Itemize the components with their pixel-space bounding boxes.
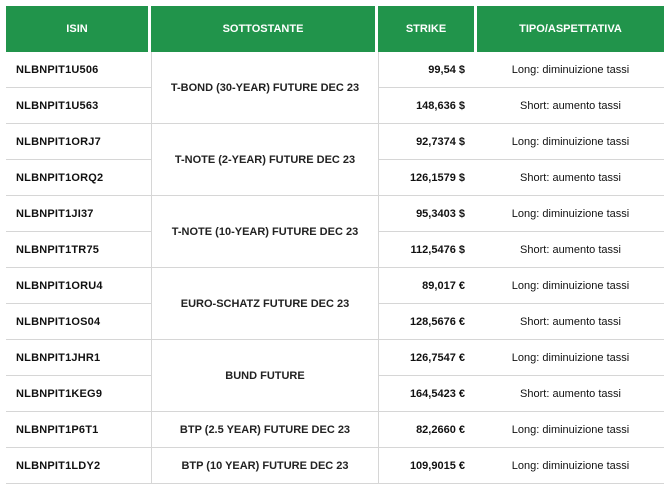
strike-cell: 89,017 € (378, 268, 477, 304)
table-row: NLBNPIT1OS04 128,5676 € Short: aumento tas… (6, 304, 664, 340)
table-header: ISIN SOTTOSTANTE STRIKE TIPO/ASPETTATIVA (6, 6, 664, 52)
tipo-cell: Long: diminuizione tassi (477, 124, 664, 160)
table-row: NLBNPIT1U563 148,636 $ Short: aumento tass… (6, 88, 664, 124)
isin-cell: NLBNPIT1LDY2 (6, 448, 151, 484)
isin-cell: NLBNPIT1ORJ7 (6, 124, 151, 160)
sottostante-cell: BUND FUTURE (151, 340, 378, 412)
table-row: NLBNPIT1JI37 T-NOTE (10-YEAR) FUTURE DEC … (6, 196, 664, 268)
strike-cell: 128,5676 € (378, 304, 477, 340)
strike-cell: 164,5423 € (378, 376, 477, 412)
strike-cell: 92,7374 $ (378, 124, 477, 160)
table-row: NLBNPIT1ORU4 EURO-SCHATZ FUTURE DEC 23 89,… (6, 268, 664, 340)
sottostante-cell: BTP (2.5 YEAR) FUTURE DEC 23 (151, 412, 378, 448)
sottostante-cell: BTP (10 YEAR) FUTURE DEC 23 (151, 448, 378, 484)
tipo-cell: Short: aumento tassi (477, 160, 664, 196)
isin-cell: NLBNPIT1P6T1 (6, 412, 151, 448)
strike-cell: 99,54 $ (378, 52, 477, 88)
strike-cell: 109,9015 € (378, 448, 477, 484)
tipo-cell: Long: diminuizione tassi (477, 196, 664, 232)
table-body: NLBNPIT1U506 T-BOND (30-YEAR) FUTURE DEC … (6, 52, 664, 484)
isin-cell: NLBNPIT1TR75 (6, 232, 151, 268)
isin-cell: NLBNPIT1JI37 (6, 196, 151, 232)
strike-cell: 82,2660 € (378, 412, 477, 448)
header-strike: STRIKE (378, 6, 477, 52)
strike-cell: 95,3403 $ (378, 196, 477, 232)
table-row: NLBNPIT1U506 T-BOND (30-YEAR) FUTURE DEC … (6, 52, 664, 124)
table-row: NLBNPIT1TR75 112,5476 $ Short: aumento tas… (6, 232, 664, 268)
tipo-cell: Long: diminuizione tassi (477, 340, 664, 376)
header-row: ISIN SOTTOSTANTE STRIKE TIPO/ASPETTATIVA (6, 6, 664, 52)
isin-cell: NLBNPIT1U506 (6, 52, 151, 88)
isin-cell: NLBNPIT1ORU4 (6, 268, 151, 304)
tipo-cell: Short: aumento tassi (477, 376, 664, 412)
isin-cell: NLBNPIT1U563 (6, 88, 151, 124)
tipo-cell: Long: diminuizione tassi (477, 52, 664, 88)
table-row: NLBNPIT1KEG9 164,5423 € Short: aumento tas… (6, 376, 664, 412)
sottostante-cell: EURO-SCHATZ FUTURE DEC 23 (151, 268, 378, 340)
strike-cell: 148,636 $ (378, 88, 477, 124)
table-row: NLBNPIT1P6T1 BTP (2.5 YEAR) FUTURE DEC 23… (6, 412, 664, 448)
sottostante-cell: T-BOND (30-YEAR) FUTURE DEC 23 (151, 52, 378, 124)
header-tipo: TIPO/ASPETTATIVA (477, 6, 664, 52)
strike-cell: 112,5476 $ (378, 232, 477, 268)
isin-cell: NLBNPIT1JHR1 (6, 340, 151, 376)
header-sottostante: SOTTOSTANTE (151, 6, 378, 52)
strike-cell: 126,7547 € (378, 340, 477, 376)
tipo-cell: Short: aumento tassi (477, 304, 664, 340)
table-row: NLBNPIT1LDY2 BTP (10 YEAR) FUTURE DEC 23 1… (6, 448, 664, 484)
isin-cell: NLBNPIT1ORQ2 (6, 160, 151, 196)
tipo-cell: Short: aumento tassi (477, 88, 664, 124)
tipo-cell: Long: diminuizione tassi (477, 412, 664, 448)
sottostante-cell: T-NOTE (2-YEAR) FUTURE DEC 23 (151, 124, 378, 196)
header-isin: ISIN (6, 6, 151, 52)
tipo-cell: Long: diminuizione tassi (477, 268, 664, 304)
isin-cell: NLBNPIT1OS04 (6, 304, 151, 340)
certificates-table: ISIN SOTTOSTANTE STRIKE TIPO/ASPETTATIVA… (6, 6, 664, 484)
tipo-cell: Long: diminuizione tassi (477, 448, 664, 484)
table-row: NLBNPIT1ORQ2 126,1579 $ Short: aumento tas… (6, 160, 664, 196)
table-row: NLBNPIT1ORJ7 T-NOTE (2-YEAR) FUTURE DEC 2… (6, 124, 664, 196)
sottostante-cell: T-NOTE (10-YEAR) FUTURE DEC 23 (151, 196, 378, 268)
tipo-cell: Short: aumento tassi (477, 232, 664, 268)
table-row: NLBNPIT1JHR1 BUND FUTURE 126,7547 € Long: d… (6, 340, 664, 412)
isin-cell: NLBNPIT1KEG9 (6, 376, 151, 412)
strike-cell: 126,1579 $ (378, 160, 477, 196)
